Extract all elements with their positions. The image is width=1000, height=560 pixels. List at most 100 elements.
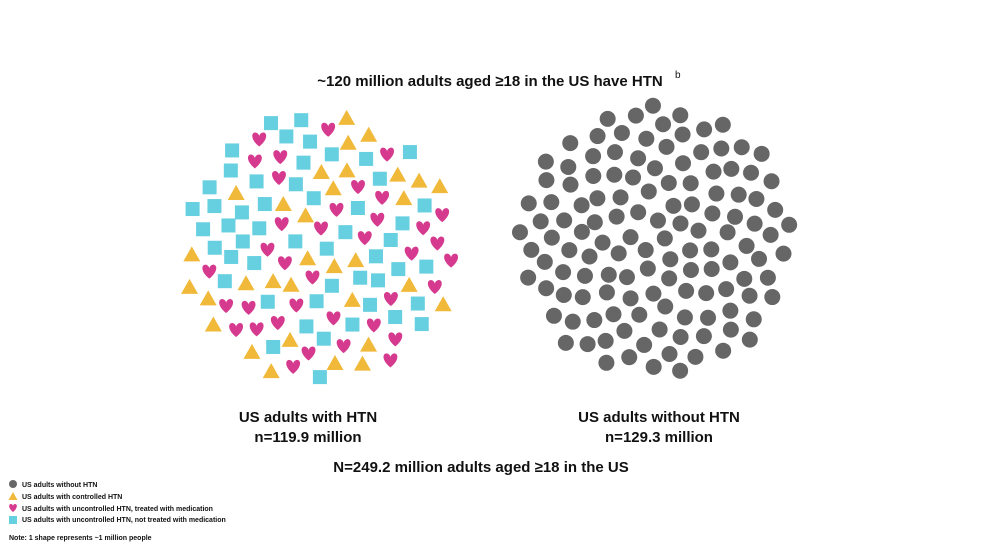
pictogram-shape	[682, 175, 699, 192]
pictogram-shape	[181, 278, 199, 294]
title-superscript: b	[675, 70, 681, 81]
pictogram-shape	[324, 278, 339, 293]
pictogram-shape	[416, 221, 431, 236]
pictogram-shape	[431, 178, 449, 194]
pictogram-shape	[338, 225, 353, 240]
legend-icon	[9, 516, 17, 524]
pictogram-shape	[672, 215, 689, 232]
pictogram-shape	[372, 171, 387, 186]
pictogram-shape	[722, 321, 739, 338]
pictogram-shape	[561, 242, 578, 259]
pictogram-shape	[225, 143, 240, 158]
pictogram-shape	[227, 185, 245, 201]
pictogram-shape	[736, 270, 753, 287]
pictogram-shape	[762, 226, 779, 243]
pictogram-shape	[672, 362, 689, 379]
pictogram-shape	[395, 216, 410, 231]
pictogram-shape	[383, 232, 398, 247]
pictogram-shape	[532, 213, 549, 230]
pictogram-shape	[368, 249, 383, 264]
pictogram-shape	[598, 354, 615, 371]
pictogram-shape	[289, 298, 304, 313]
pictogram-shape	[223, 163, 238, 178]
pictogram-shape	[662, 251, 679, 268]
pictogram-shape	[260, 242, 275, 257]
pictogram-shape	[759, 269, 776, 286]
pictogram-shape	[600, 266, 617, 283]
pictogram-shape	[347, 252, 365, 268]
pictogram-shape	[704, 205, 721, 222]
pictogram-shape	[434, 296, 452, 312]
pictogram-shape	[217, 274, 232, 289]
pictogram-shape	[324, 147, 339, 162]
group-label: US adults with HTN	[239, 409, 377, 426]
pictogram-shape	[625, 169, 642, 186]
pictogram-shape	[224, 249, 239, 264]
pictogram-shape	[608, 208, 625, 225]
pictogram-shape	[622, 229, 639, 246]
pictogram-shape	[741, 287, 758, 304]
pictogram-shape	[324, 180, 342, 196]
pictogram-shape	[303, 134, 318, 149]
pictogram-shape	[605, 306, 622, 323]
pictogram-shape	[636, 336, 653, 353]
group-count: n=119.9 million	[254, 429, 361, 446]
pictogram-shape	[314, 221, 328, 236]
pictogram-shape	[682, 242, 699, 259]
pictogram-shape	[696, 121, 713, 138]
pictogram-shape	[693, 144, 710, 161]
pictogram-shape	[360, 336, 378, 352]
legend-label: US adults with uncontrolled HTN, treated…	[22, 506, 213, 513]
pictogram-shape	[682, 261, 699, 278]
pictogram-shape	[363, 297, 378, 312]
pictogram-shape	[444, 253, 459, 268]
pictogram-shape	[375, 190, 390, 205]
pictogram-shape	[329, 202, 344, 217]
pictogram-shape	[537, 153, 554, 170]
pictogram-shape	[417, 198, 432, 213]
legend-label: US adults without HTN	[22, 482, 97, 489]
pictogram-shape	[360, 126, 378, 142]
pictogram-shape	[388, 332, 403, 347]
pictogram-shape	[613, 124, 630, 141]
pictogram-shape	[745, 311, 762, 328]
pictogram-shape	[727, 208, 744, 225]
pictogram-shape	[589, 190, 606, 207]
pictogram-shape	[655, 116, 672, 133]
pictogram-shape	[199, 290, 217, 306]
pictogram-shape	[383, 292, 398, 307]
pictogram-shape	[621, 349, 638, 366]
title: ~120 million adults aged ≥18 in the US h…	[317, 73, 662, 90]
pictogram-shape	[738, 237, 755, 254]
pictogram-shape	[645, 358, 662, 375]
pictogram-shape	[741, 331, 758, 348]
pictogram-shape	[185, 202, 200, 217]
pictogram-shape	[703, 241, 720, 258]
pictogram-shape	[576, 267, 593, 284]
pictogram-shape	[764, 289, 781, 306]
pictogram-shape	[695, 328, 712, 345]
pictogram-shape	[511, 224, 528, 241]
pictogram-shape	[718, 281, 735, 298]
pictogram-shape	[746, 215, 763, 232]
pictogram-shape	[260, 294, 275, 309]
pictogram-shape	[579, 336, 596, 353]
pictogram-shape	[299, 250, 317, 266]
pictogram-shape	[585, 148, 602, 165]
pictogram-shape	[183, 246, 201, 262]
pictogram-shape	[207, 240, 222, 255]
pictogram-shape	[723, 160, 740, 177]
pictogram-shape	[585, 167, 602, 184]
pictogram-shape	[357, 231, 372, 246]
pictogram-shape	[202, 180, 217, 195]
pictogram-shape	[414, 317, 429, 332]
pictogram-shape	[722, 302, 739, 319]
pictogram-shape	[543, 229, 560, 246]
pictogram-shape	[683, 196, 700, 213]
pictogram-shape	[234, 205, 249, 220]
pictogram-shape	[586, 312, 603, 329]
pictogram-shape	[243, 343, 261, 359]
legend-label: US adults with controlled HTN	[22, 494, 122, 501]
pictogram-shape	[661, 345, 678, 362]
pictogram-shape	[370, 212, 385, 227]
